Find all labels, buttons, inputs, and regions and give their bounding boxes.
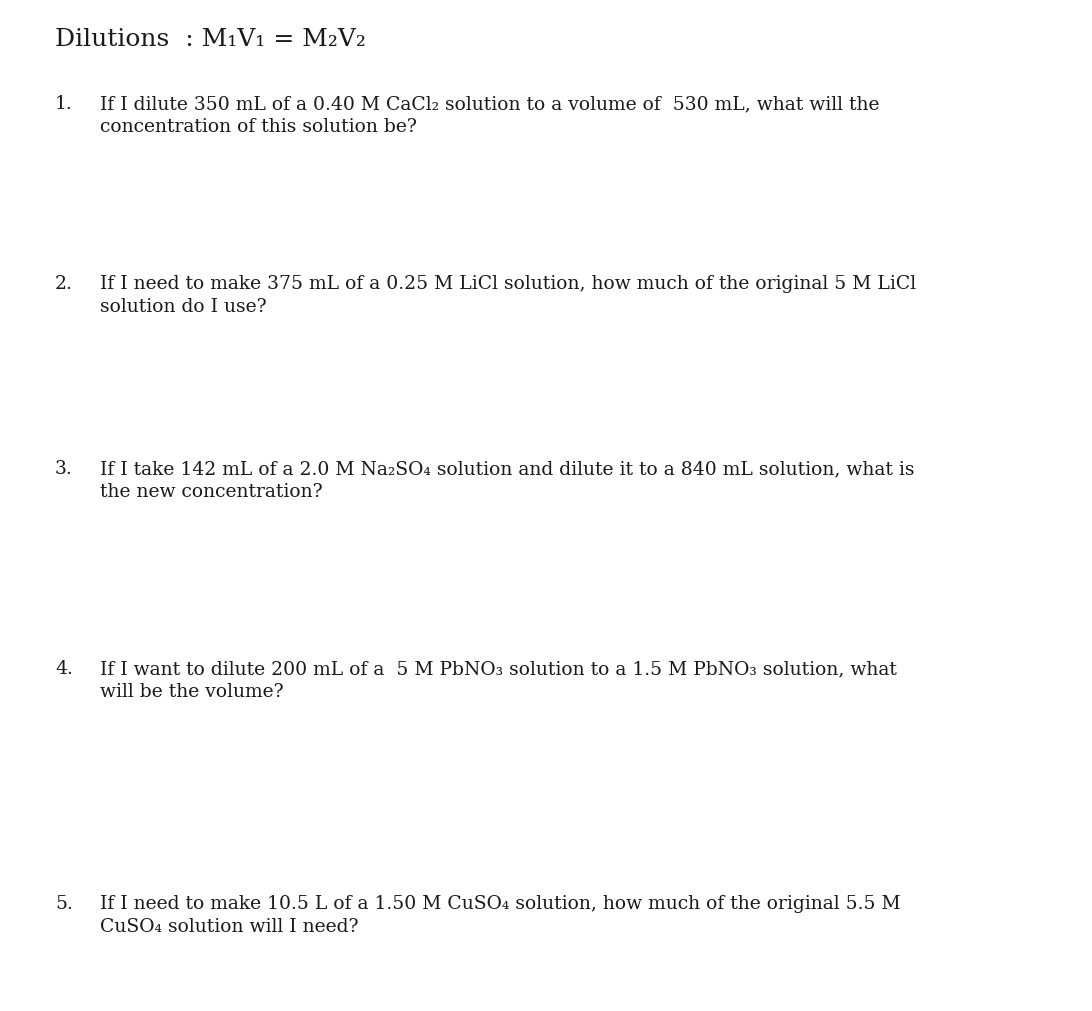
Text: 2.: 2.: [55, 275, 73, 293]
Text: If I want to dilute 200 mL of a  5 M PbNO₃ solution to a 1.5 M PbNO₃ solution, w: If I want to dilute 200 mL of a 5 M PbNO…: [100, 659, 897, 677]
Text: 4.: 4.: [55, 659, 73, 677]
Text: If I need to make 10.5 L of a 1.50 M CuSO₄ solution, how much of the original 5.: If I need to make 10.5 L of a 1.50 M CuS…: [100, 894, 901, 912]
Text: 3.: 3.: [55, 460, 73, 477]
Text: the new concentration?: the new concentration?: [100, 482, 322, 500]
Text: solution do I use?: solution do I use?: [100, 297, 266, 315]
Text: If I dilute 350 mL of a 0.40 M CaCl₂ solution to a volume of  530 mL, what will : If I dilute 350 mL of a 0.40 M CaCl₂ sol…: [100, 95, 879, 113]
Text: will be the volume?: will be the volume?: [100, 682, 284, 701]
Text: If I need to make 375 mL of a 0.25 M LiCl solution, how much of the original 5 M: If I need to make 375 mL of a 0.25 M LiC…: [100, 275, 916, 293]
Text: concentration of this solution be?: concentration of this solution be?: [100, 118, 417, 135]
Text: CuSO₄ solution will I need?: CuSO₄ solution will I need?: [100, 917, 358, 935]
Text: If I take 142 mL of a 2.0 M Na₂SO₄ solution and dilute it to a 840 mL solution, : If I take 142 mL of a 2.0 M Na₂SO₄ solut…: [100, 460, 914, 477]
Text: Dilutions  : M₁V₁ = M₂V₂: Dilutions : M₁V₁ = M₂V₂: [55, 28, 366, 51]
Text: 1.: 1.: [55, 95, 73, 113]
Text: 5.: 5.: [55, 894, 73, 912]
